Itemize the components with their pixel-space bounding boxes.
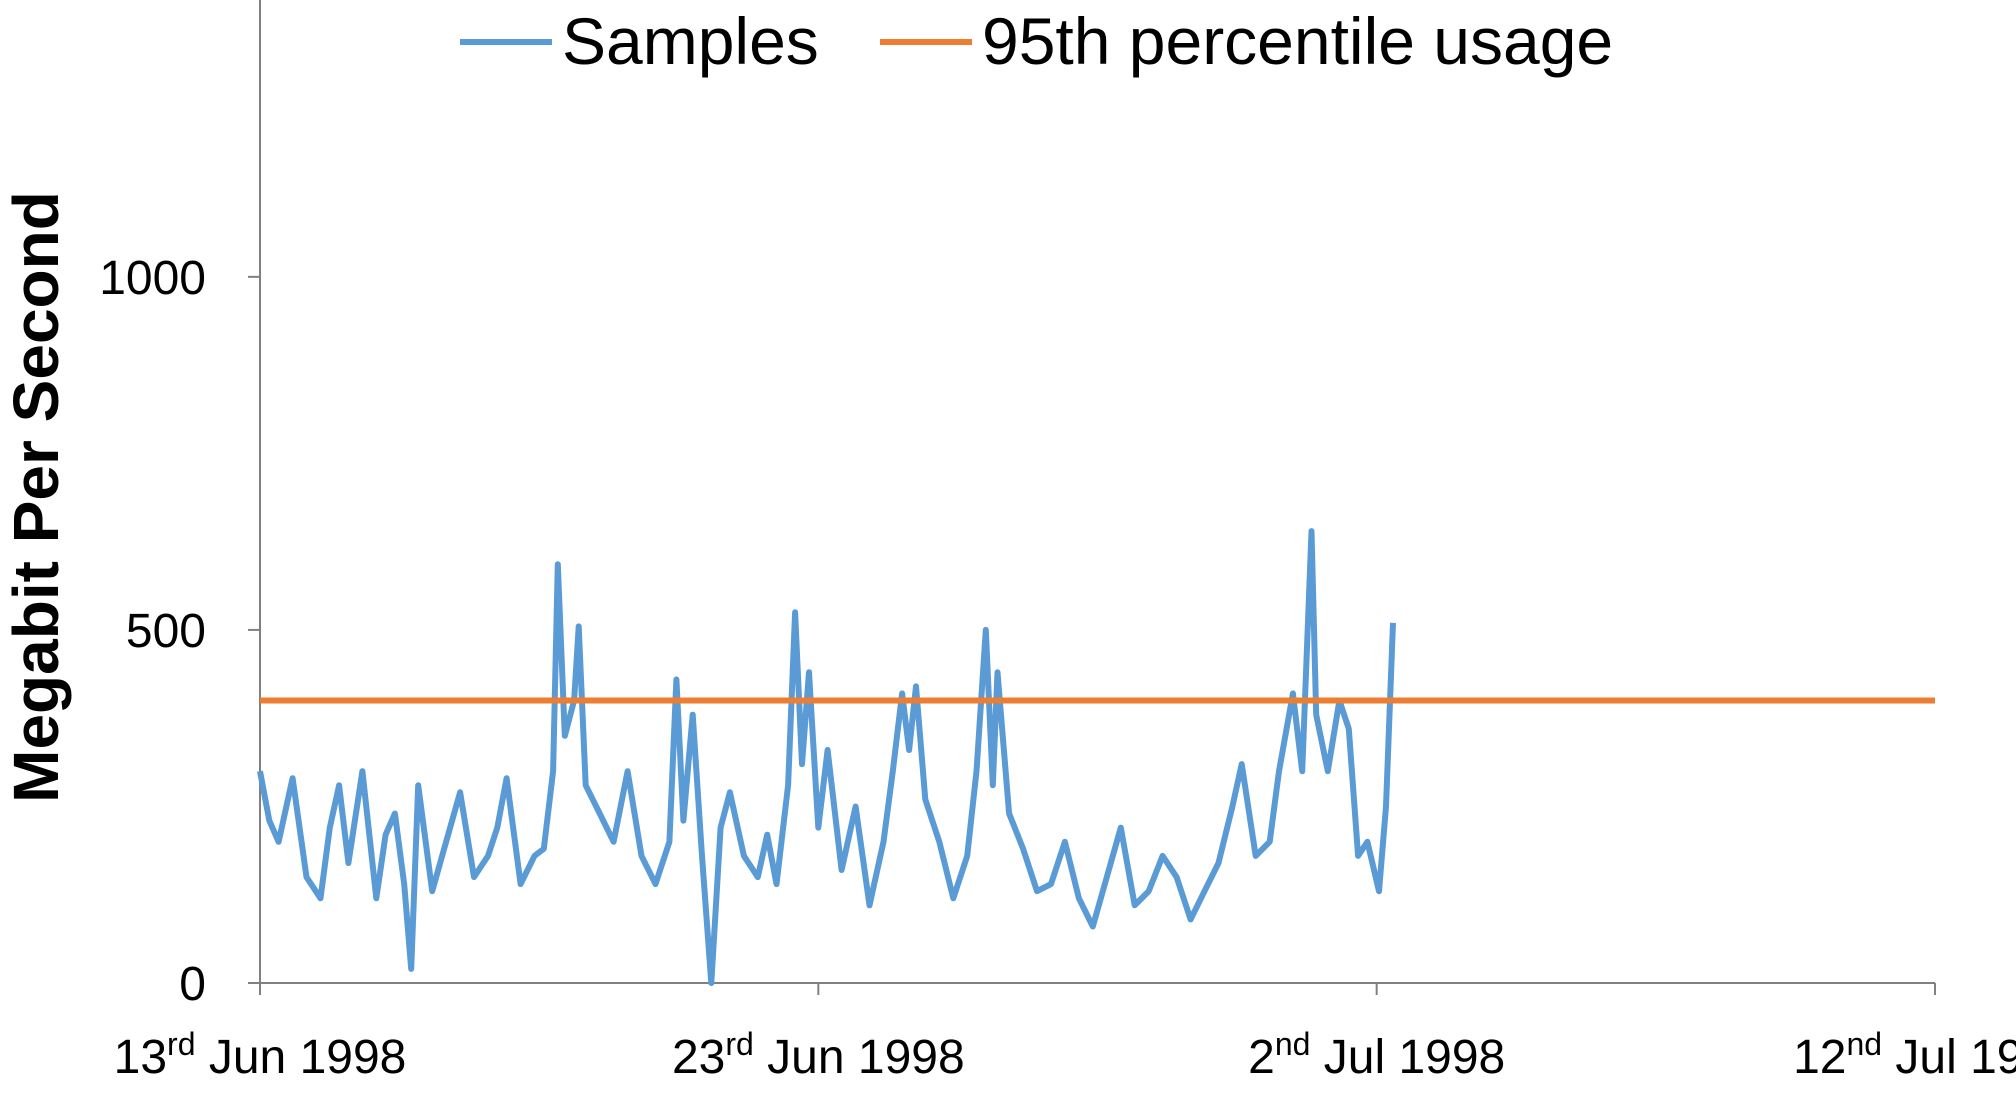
y-axis-label: Megabit Per Second (0, 191, 72, 803)
x-tick-label: 23rd Jun 1998 (672, 1026, 965, 1084)
x-tick-label: 13rd Jun 1998 (114, 1026, 407, 1084)
y-tick-label: 1000 (99, 252, 206, 305)
series-layer (257, 528, 1935, 986)
legend-label: Samples (562, 4, 819, 78)
x-tick-label: 12nd Jul 1998 (1793, 1026, 2016, 1084)
x-tick-label: 2nd Jul 1998 (1248, 1026, 1505, 1084)
series-line-samples (257, 528, 1396, 986)
legend: Samples 95th percentile usage (460, 4, 1613, 78)
y-tick-label: 500 (126, 605, 206, 658)
axes: 0 500 1000 13rd Jun 1998 23rd Jun 1998 2nd Ju… (99, 0, 2016, 1084)
legend-label: 95th percentile usage (982, 4, 1613, 78)
y-tick-label: 0 (179, 958, 206, 1011)
